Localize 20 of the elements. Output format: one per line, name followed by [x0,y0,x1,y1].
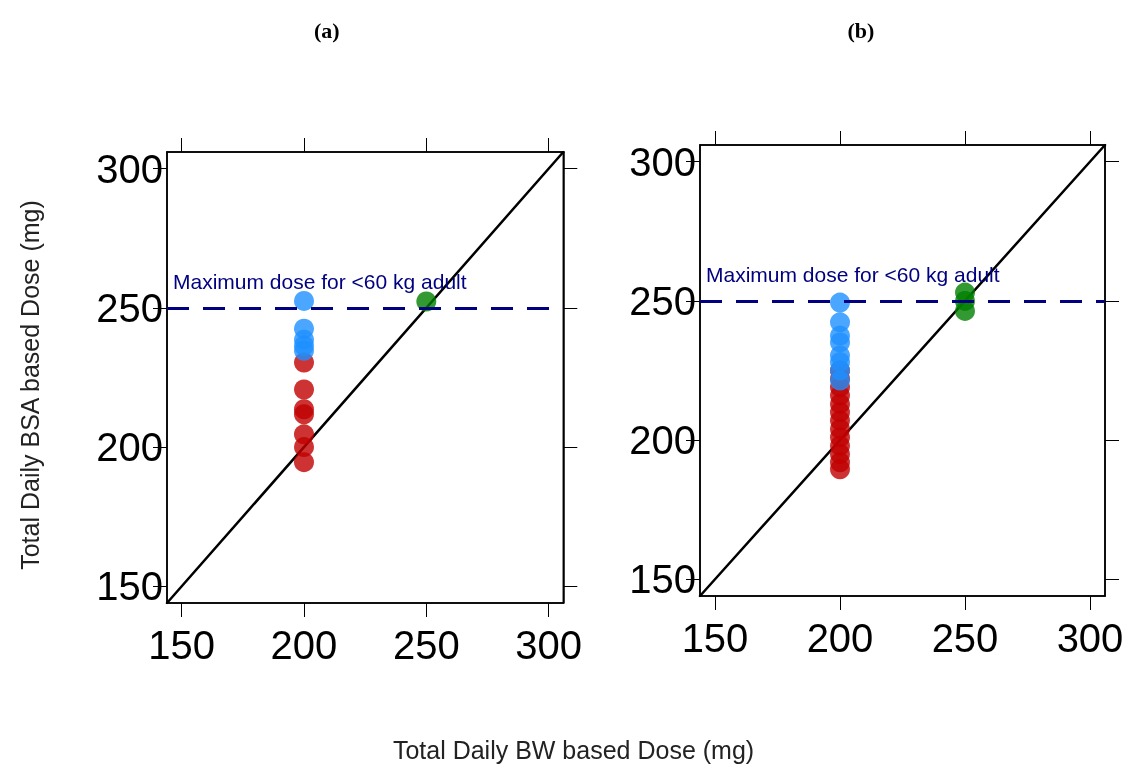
x-tick-label: 250 [931,616,999,660]
y-tick-label: 200 [629,418,696,463]
y-tick-label: 250 [96,285,163,330]
y-tick-label: 300 [96,146,163,191]
x-tick-label: 200 [270,623,338,667]
y-axis-title: Total Daily BSA based Dose (mg) [15,200,45,570]
x-axis-title: Total Daily BW based Dose (mg) [391,736,756,765]
y-tick-label: 150 [629,557,696,602]
chart-title: (b) [847,17,875,43]
chart-title: (a) [314,17,340,43]
x-tick-label: 300 [1056,616,1124,660]
x-tick-label: 200 [806,616,874,660]
y-tick-label: 150 [96,564,163,609]
y-tick-label: 300 [629,139,696,184]
x-tick-label: 300 [515,623,583,667]
y-tick-label: 200 [96,425,163,470]
y-tick-label: 250 [629,278,696,323]
x-tick-label: 250 [392,623,460,667]
x-tick-label: 150 [148,623,216,667]
x-tick-label: 150 [681,616,749,660]
